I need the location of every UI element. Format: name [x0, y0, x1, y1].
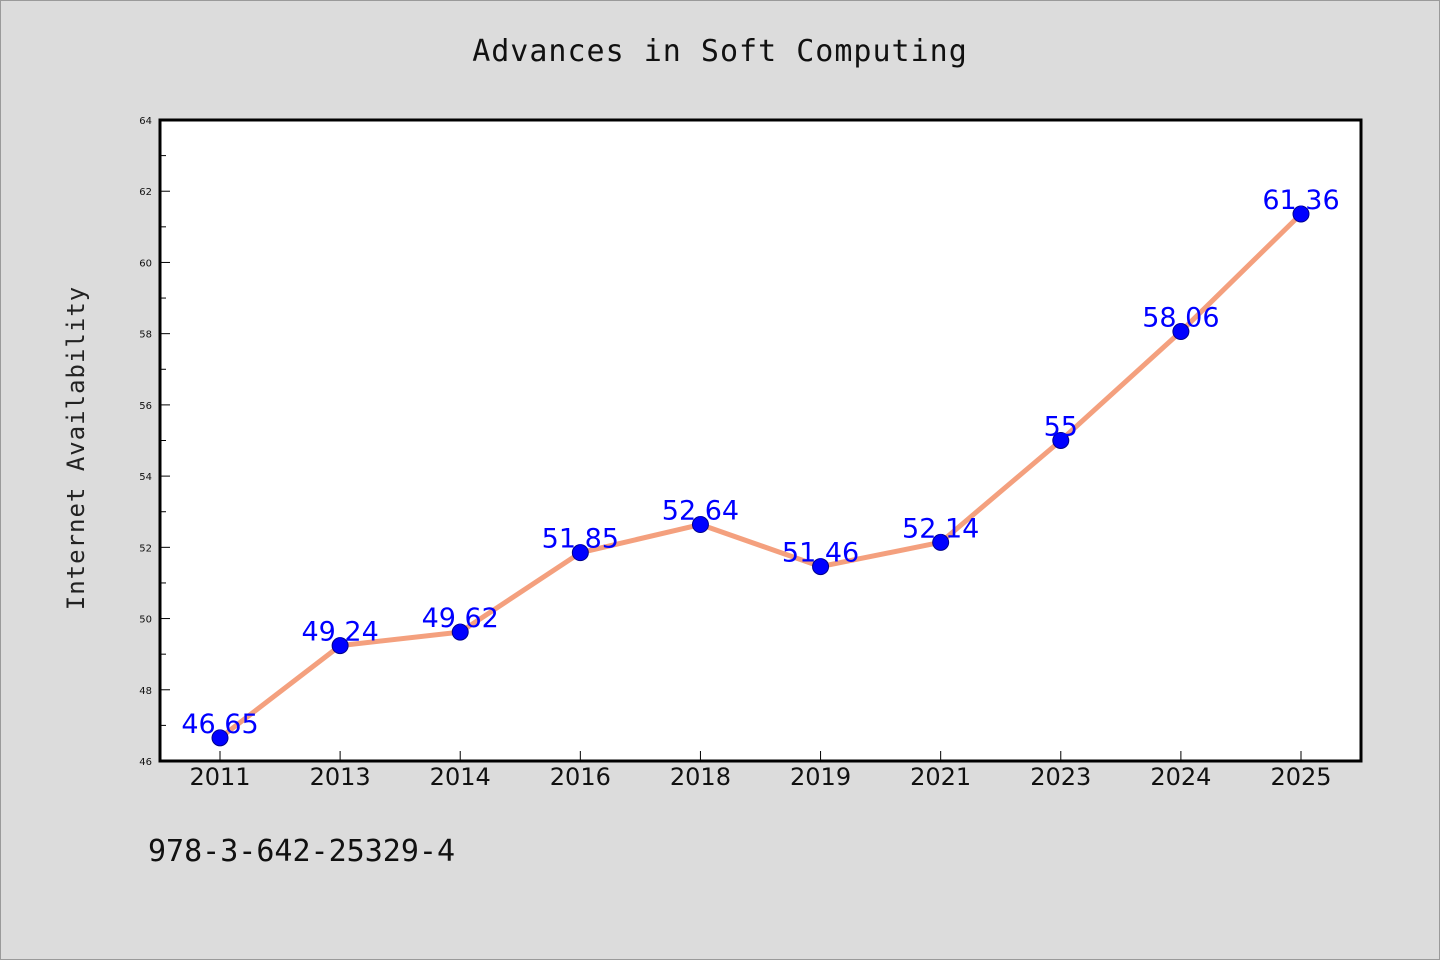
data-point — [211, 729, 229, 747]
y-tick-label: 56 — [139, 401, 152, 412]
plot-area — [158, 118, 1363, 763]
y-tick-label: 48 — [139, 686, 152, 697]
y-tick-label: 62 — [139, 187, 152, 198]
y-tick-label: 60 — [139, 258, 152, 269]
data-label: 52.64 — [662, 496, 739, 527]
y-tick-label: 46 — [139, 757, 152, 768]
x-tick-label: 2011 — [189, 763, 250, 791]
data-point — [571, 544, 589, 562]
y-tick-label: 58 — [139, 330, 152, 341]
x-tick-label: 2025 — [1270, 763, 1331, 791]
y-tick-label: 54 — [139, 472, 152, 483]
data-labels-group: 46.65 49.24 49.62 51.85 52.64 51.46 52.14 55 58.… — [181, 185, 1339, 740]
data-label: 49.62 — [422, 603, 499, 634]
data-label: 51.85 — [542, 524, 619, 555]
data-point — [812, 558, 830, 576]
chart-title: Advances in Soft Computing — [472, 34, 968, 69]
x-tick-label: 2016 — [550, 763, 611, 791]
x-tick-label: 2013 — [310, 763, 371, 791]
data-label: 58.06 — [1142, 303, 1219, 334]
x-tick-label: 2014 — [430, 763, 491, 791]
data-point — [1052, 432, 1070, 449]
x-tick-label: 2021 — [910, 763, 971, 791]
data-label: 55 — [1044, 412, 1078, 443]
data-point — [331, 637, 349, 655]
x-tick-label: 2018 — [670, 763, 731, 791]
y-tick-label: 64 — [139, 116, 152, 127]
series-points-group — [211, 205, 1310, 747]
data-point — [1292, 205, 1310, 223]
y-tick-label: 52 — [139, 543, 152, 554]
data-point — [451, 623, 469, 641]
isbn-text: 978-3-642-25329-4 — [148, 834, 456, 869]
x-tick-label: 2019 — [790, 763, 851, 791]
series-line-group — [217, 211, 1304, 741]
x-tick-label: 2024 — [1150, 763, 1211, 791]
data-label: 51.46 — [782, 538, 859, 569]
y-tick-label: 50 — [139, 615, 152, 626]
y-axis-ticks: 46 48 50 52 54 56 58 60 62 64 — [139, 116, 170, 768]
x-axis-ticks: 2011 2013 2014 2016 2018 2019 2021 2023 2024 2025 — [189, 751, 1332, 791]
data-point — [691, 516, 709, 534]
data-point — [932, 533, 950, 551]
data-label: 61.36 — [1262, 185, 1339, 216]
x-tick-label: 2023 — [1030, 763, 1091, 791]
data-label: 49.24 — [301, 617, 378, 648]
series-line — [217, 211, 1304, 741]
data-label: 52.14 — [902, 513, 979, 544]
data-point — [1172, 323, 1190, 341]
data-label: 46.65 — [181, 709, 258, 740]
